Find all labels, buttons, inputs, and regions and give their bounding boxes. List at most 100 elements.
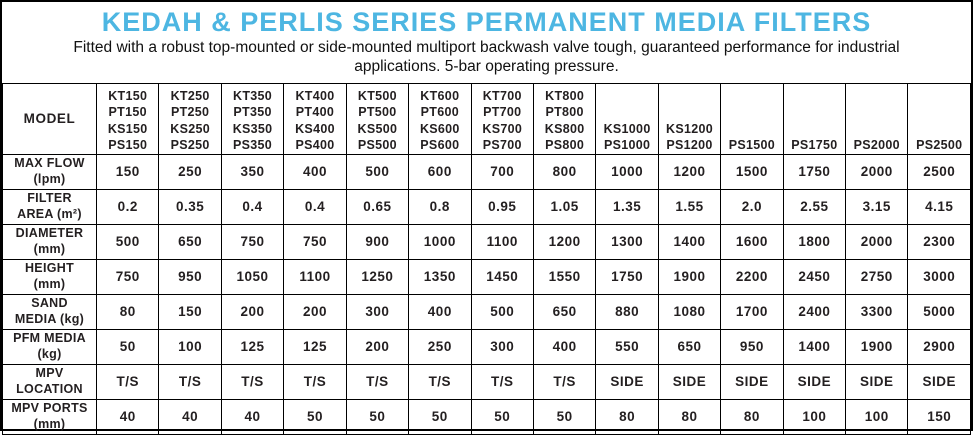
spec-value: 4.15	[907, 188, 971, 225]
model-name: KT250	[170, 88, 210, 103]
spec-value: 400	[408, 293, 472, 330]
spec-value: 750	[95, 258, 160, 295]
spec-value: 400	[283, 153, 347, 190]
spec-value: 1500	[720, 153, 784, 190]
row-label-line: AREA (m²)	[17, 206, 82, 221]
model-name: PS600	[420, 138, 460, 152]
spec-value: 1.55	[657, 188, 722, 225]
spec-value: T/S	[470, 363, 534, 400]
page-subtitle: Fitted with a robust top-mounted or side…	[73, 38, 900, 75]
spec-table: MODEL KT150 PT150 KS150 PS150 KT250 PT250 KS25…	[2, 82, 971, 435]
spec-value: 50	[345, 398, 410, 435]
row-label-line: (mm)	[33, 241, 66, 256]
spec-value: 80	[95, 293, 160, 330]
spec-value: 1.05	[532, 188, 597, 225]
spec-value: 650	[158, 223, 222, 260]
spec-value: 50	[95, 328, 160, 365]
spec-value: 1550	[532, 258, 597, 295]
spec-value: 2450	[782, 258, 847, 295]
spec-value: 0.8	[408, 188, 472, 225]
model-name: PS250	[170, 138, 210, 152]
page-title: KEDAH & PERLIS SERIES PERMANENT MEDIA FI…	[101, 7, 872, 37]
spec-value: 1100	[283, 258, 347, 295]
model-name: PS700	[482, 138, 522, 152]
table-row: PFM MEDIA (kg) 50 100 125 125 200 250 300 400 550 6…	[2, 328, 971, 365]
row-label-line: MPV PORTS	[11, 400, 88, 415]
spec-value: 2000	[845, 153, 909, 190]
spec-value: 1900	[845, 328, 909, 365]
spec-value: 1250	[345, 258, 410, 295]
table-row: DIAMETER (mm) 500 650 750 750 900 1000 1100 1200 1…	[2, 223, 971, 260]
spec-value: 1100	[470, 223, 534, 260]
spec-value: 0.2	[95, 188, 160, 225]
spec-value: T/S	[408, 363, 472, 400]
spec-value: 1200	[657, 153, 722, 190]
row-label-line: SAND	[31, 295, 68, 310]
row-label-line: HEIGHT	[24, 260, 75, 275]
spec-value: 3.15	[845, 188, 909, 225]
spec-value: 200	[345, 328, 410, 365]
spec-value: 1200	[532, 223, 597, 260]
model-name: KT600	[420, 88, 460, 103]
spec-value: 700	[470, 153, 534, 190]
spec-value: 200	[283, 293, 347, 330]
row-label-line: (kg)	[37, 346, 62, 361]
spec-value: 1450	[470, 258, 534, 295]
spec-value: 80	[595, 398, 659, 435]
table-row: FILTER AREA (m²) 0.2 0.35 0.4 0.4 0.65 0.8 0.95 1…	[2, 188, 971, 225]
spec-value: SIDE	[845, 363, 909, 400]
model-name: PT150	[108, 105, 147, 119]
model-name: KS1000	[603, 121, 651, 136]
spec-value: 1.35	[595, 188, 659, 225]
model-name: PS400	[295, 138, 335, 152]
row-label-line: PFM MEDIA	[13, 330, 86, 345]
model-name: PT350	[233, 105, 272, 119]
column-header-ps150: KT150 PT150 KS150 PS150	[95, 82, 160, 155]
spec-value: 2400	[782, 293, 847, 330]
spec-value: 100	[158, 328, 222, 365]
spec-value: SIDE	[907, 363, 971, 400]
row-label: MPV PORTS (mm)	[2, 398, 97, 435]
row-label-line: MEDIA (kg)	[14, 311, 85, 326]
model-name: KS350	[232, 121, 273, 136]
row-label: FILTER AREA (m²)	[2, 188, 97, 225]
spec-value: 2750	[845, 258, 909, 295]
spec-value: 1800	[782, 223, 847, 260]
spec-value: T/S	[532, 363, 597, 400]
spec-value: T/S	[158, 363, 222, 400]
model-name: KT350	[233, 88, 273, 103]
spec-value: 50	[470, 398, 534, 435]
column-header-ps600: KT600 PT600 KS600 PS600	[408, 82, 472, 155]
model-name: KT150	[108, 88, 148, 103]
spec-value: 40	[158, 398, 222, 435]
spec-value: SIDE	[720, 363, 784, 400]
spec-value: 40	[220, 398, 285, 435]
spec-value: 550	[595, 328, 659, 365]
spec-value: 750	[283, 223, 347, 260]
spec-value: 150	[158, 293, 222, 330]
spec-value: 50	[283, 398, 347, 435]
spec-value: 0.4	[283, 188, 347, 225]
spec-value: 250	[408, 328, 472, 365]
spec-value: 1350	[408, 258, 472, 295]
model-header: MODEL	[2, 82, 97, 155]
column-header-ps500: KT500 PT500 KS500 PS500	[345, 82, 410, 155]
column-header-ps2500: PS2500	[907, 82, 971, 155]
spec-value: 350	[220, 153, 285, 190]
spec-value: 950	[158, 258, 222, 295]
spec-value: 3000	[907, 258, 971, 295]
row-label: DIAMETER (mm)	[2, 223, 97, 260]
spec-value: 80	[657, 398, 722, 435]
column-header-ps1500: PS1500	[720, 82, 784, 155]
model-name: KT500	[357, 88, 397, 103]
spec-value: 1300	[595, 223, 659, 260]
column-header-ps1750: PS1750	[782, 82, 847, 155]
spec-value: 1600	[720, 223, 784, 260]
model-name: PT500	[358, 105, 397, 119]
model-header-row: MODEL KT150 PT150 KS150 PS150 KT250 PT250 KS25…	[2, 82, 971, 155]
row-label-line: (lpm)	[33, 171, 66, 186]
model-name: PS2500	[916, 138, 963, 152]
model-name: KS1200	[666, 121, 713, 136]
model-name: KS400	[295, 121, 335, 136]
spec-value: 2300	[907, 223, 971, 260]
